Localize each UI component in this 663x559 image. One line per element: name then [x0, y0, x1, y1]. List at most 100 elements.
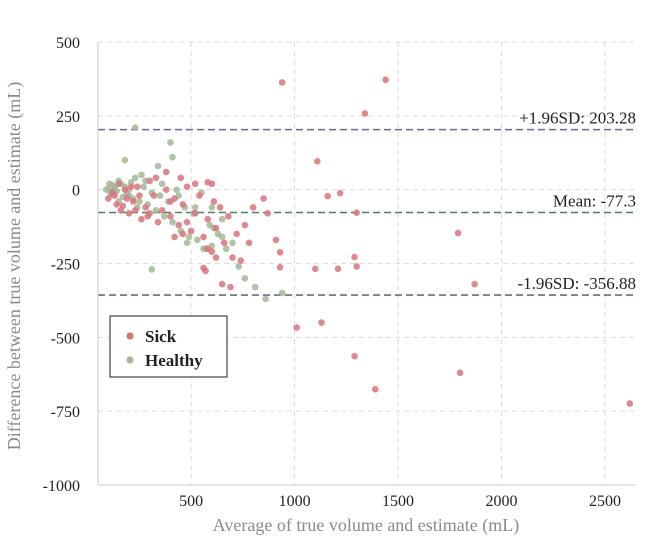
x-tick-label: 2000	[486, 493, 518, 510]
point-sick	[371, 386, 379, 393]
point-healthy	[154, 162, 162, 170]
y-tick-label: -250	[51, 257, 80, 274]
point-healthy	[229, 239, 236, 247]
point-healthy	[218, 233, 226, 241]
point-healthy	[152, 207, 160, 214]
point-healthy	[194, 236, 201, 244]
point-sick	[361, 110, 369, 117]
point-sick	[191, 209, 199, 217]
point-sick	[187, 227, 195, 235]
point-sick	[216, 204, 224, 211]
point-sick	[142, 204, 149, 211]
point-sick	[162, 186, 170, 193]
point-sick	[167, 198, 174, 205]
point-sick	[225, 212, 232, 220]
point-healthy	[131, 124, 139, 131]
point-healthy	[140, 183, 147, 191]
point-healthy	[106, 180, 113, 188]
point-sick	[204, 215, 211, 223]
y-tick-label: 0	[72, 183, 80, 200]
point-healthy	[169, 218, 176, 226]
point-sick	[191, 180, 199, 188]
point-healthy	[241, 274, 249, 282]
point-sick	[129, 198, 137, 205]
point-sick	[249, 204, 257, 211]
reference-lines: +1.96SD: 203.28 Mean: -77.3 -1.96SD: -356.…	[98, 109, 636, 296]
point-sick	[353, 209, 360, 217]
point-sick	[119, 202, 127, 210]
point-sick	[220, 239, 228, 247]
y-axis-label: Difference between true volume and estim…	[4, 82, 25, 451]
point-sick	[351, 253, 358, 261]
point-healthy	[218, 215, 226, 223]
point-sick	[324, 192, 331, 200]
point-sick	[131, 207, 139, 214]
point-sick	[121, 186, 129, 193]
point-sick	[336, 189, 344, 197]
point-sick	[471, 280, 478, 288]
point-sick	[260, 195, 267, 202]
point-sick	[212, 224, 220, 232]
point-sick	[318, 319, 325, 326]
point-sick	[276, 264, 284, 271]
point-sick	[144, 212, 151, 220]
legend-label-sick: Sick	[145, 327, 177, 346]
point-sick	[229, 254, 236, 261]
point-healthy	[160, 212, 168, 220]
point-sick	[278, 79, 286, 86]
point-healthy	[138, 171, 145, 179]
point-sick	[162, 168, 170, 176]
lower-limit-label: -1.96SD: -356.88	[517, 274, 636, 293]
mean-label: Mean: -77.3	[553, 191, 636, 210]
point-sick	[200, 233, 207, 241]
point-sick	[125, 209, 133, 217]
point-sick	[233, 230, 240, 238]
point-healthy	[251, 283, 259, 291]
point-sick	[204, 245, 211, 253]
point-sick	[150, 192, 158, 199]
axes	[97, 42, 636, 486]
grid-layer	[98, 41, 636, 486]
legend-box	[109, 315, 228, 378]
x-tick-label: 500	[179, 493, 203, 510]
point-sick	[138, 215, 145, 223]
point-sick	[237, 257, 245, 264]
point-sick	[204, 178, 211, 186]
x-tick-label: 1000	[279, 493, 311, 510]
point-healthy	[131, 174, 139, 182]
point-healthy	[208, 204, 216, 211]
point-sick	[154, 218, 162, 226]
point-sick	[272, 236, 280, 244]
x-tick-label: 2500	[589, 493, 621, 510]
point-sick	[134, 183, 141, 191]
point-sick	[454, 229, 462, 237]
point-sick	[264, 209, 271, 217]
legend-marker-healthy	[126, 356, 134, 364]
point-sick	[183, 183, 191, 191]
point-sick	[353, 263, 360, 270]
point-sick	[127, 183, 135, 191]
point-sick	[123, 195, 131, 202]
point-sick	[175, 221, 182, 229]
point-sick	[227, 283, 234, 291]
point-sick	[115, 180, 122, 188]
point-healthy	[235, 263, 243, 270]
point-healthy	[158, 180, 166, 188]
point-healthy	[156, 192, 164, 199]
point-sick	[311, 265, 319, 273]
point-sick	[136, 192, 143, 199]
point-sick	[212, 254, 220, 261]
point-sick	[179, 230, 187, 238]
point-healthy	[191, 204, 199, 211]
point-healthy	[185, 233, 193, 241]
point-sick	[241, 221, 249, 229]
point-sick	[179, 201, 187, 208]
point-healthy	[167, 139, 174, 146]
point-sick	[202, 267, 209, 275]
x-tick-labels: 500 1000 1500 2000 2500	[179, 493, 621, 510]
point-sick	[196, 192, 203, 199]
upper-limit-label: +1.96SD: 203.28	[519, 109, 636, 128]
point-sick	[105, 195, 112, 202]
point-sick	[626, 400, 634, 407]
point-sick	[276, 248, 284, 256]
